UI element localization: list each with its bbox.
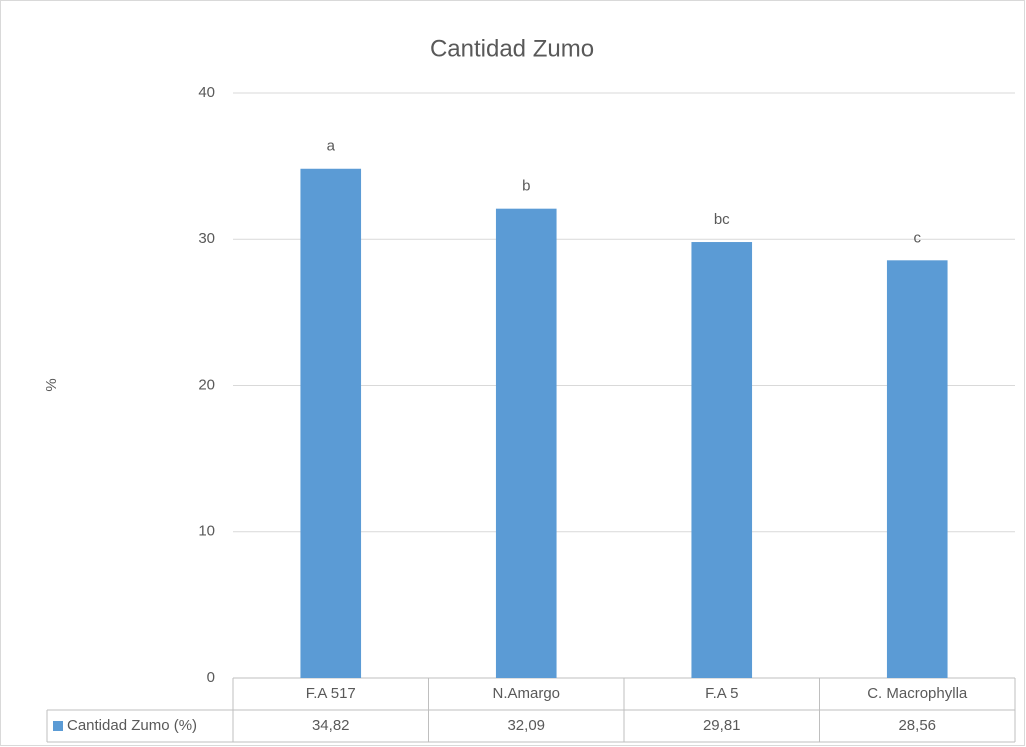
legend-label: Cantidad Zumo (%) [67, 717, 197, 734]
bar [495, 208, 557, 678]
y-tick-label: 20 [198, 376, 215, 393]
y-tick-label: 40 [198, 84, 215, 101]
annotation: b [522, 178, 530, 195]
bar [886, 260, 948, 678]
table-value: 29,81 [703, 717, 741, 734]
chart-title: Cantidad Zumo [430, 35, 594, 62]
table-value: 32,09 [507, 717, 545, 734]
legend-key [53, 721, 63, 731]
annotation: a [327, 138, 336, 155]
bar [300, 168, 362, 678]
y-tick-label: 10 [198, 523, 215, 540]
x-tick-label: C. Macrophylla [867, 685, 968, 702]
table-value: 28,56 [898, 717, 936, 734]
bar [691, 242, 753, 678]
annotation: bc [714, 211, 730, 228]
x-tick-label: F.A 5 [705, 685, 738, 702]
annotation: c [914, 229, 922, 246]
x-tick-label: N.Amargo [492, 685, 560, 702]
y-tick-label: 0 [207, 669, 215, 686]
x-tick-label: F.A 517 [306, 685, 356, 702]
y-axis-label: % [43, 378, 60, 391]
y-tick-label: 30 [198, 230, 215, 247]
table-value: 34,82 [312, 717, 350, 734]
